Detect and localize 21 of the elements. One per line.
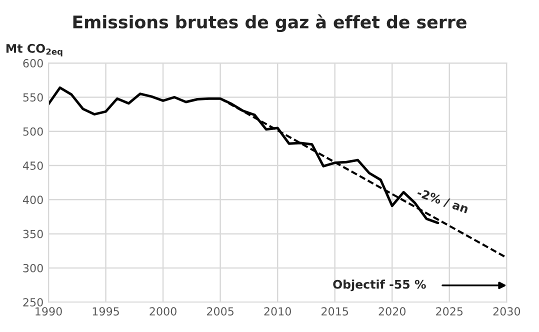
x-tick-label: 2015	[322, 307, 348, 316]
x-tick-label: 2010	[264, 307, 291, 316]
y-tick-label: 450	[22, 162, 43, 170]
y-tick-label: 550	[23, 93, 43, 102]
x-tick-label: 1990	[36, 307, 62, 316]
chart-title: Emissions brutes de gaz à effet de serre	[73, 14, 466, 32]
y-axis-title: Mt CO$_{2eq}$	[6, 44, 62, 56]
x-tick-label: 1995	[92, 307, 119, 316]
x-tick-label: 2030	[493, 307, 520, 316]
y-tick-label: 250	[23, 298, 43, 306]
x-tick-label: 2005	[206, 307, 234, 316]
y-tick-label: 300	[23, 264, 43, 272]
y-tick-label: 500	[23, 127, 43, 136]
y-tick-label: 350	[23, 230, 43, 238]
x-tick-label: 2020	[378, 307, 406, 316]
y-tick-label: 400	[22, 196, 43, 204]
x-tick-label: 2025	[436, 307, 463, 316]
y-tick-label: 600	[23, 59, 43, 68]
x-tick-label: 2000	[150, 307, 176, 316]
annotation: -2% / an	[416, 188, 469, 214]
annotation: Objectif -55 %	[333, 280, 426, 292]
